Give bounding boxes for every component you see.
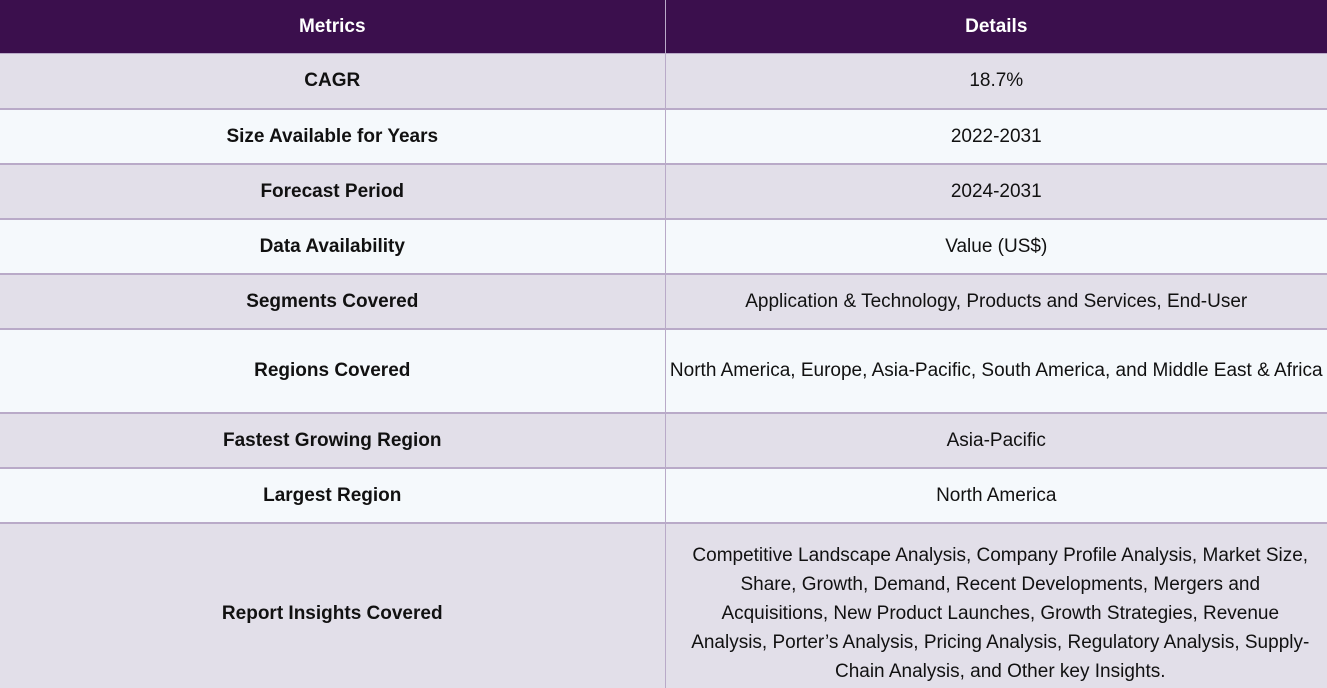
detail-cell: Asia-Pacific [664,412,1327,469]
metric-cell: Size Available for Years [0,108,665,165]
detail-cell: 2024-2031 [664,163,1327,220]
detail-cell: Application & Technology, Products and S… [664,273,1327,330]
metric-cell: Regions Covered [0,328,665,414]
metric-cell: Segments Covered [0,273,665,330]
detail-cell: North America, Europe, Asia-Pacific, Sou… [664,328,1327,414]
metric-cell: Forecast Period [0,163,665,220]
table-header: Metrics Details [0,0,1327,54]
header-details: Details [664,0,1327,54]
table-row: Data Availability Value (US$) [0,218,1327,275]
table-body: CAGR 18.7% Size Available for Years 2022… [0,53,1327,688]
detail-cell: Competitive Landscape Analysis, Company … [664,522,1327,688]
detail-cell: North America [664,467,1327,524]
table-row: Forecast Period 2024-2031 [0,163,1327,220]
table-row: Fastest Growing Region Asia-Pacific [0,412,1327,469]
detail-cell: 2022-2031 [664,108,1327,165]
header-metrics: Metrics [0,0,665,54]
table-row: CAGR 18.7% [0,53,1327,110]
table-row: Regions Covered North America, Europe, A… [0,328,1327,414]
table-row: Size Available for Years 2022-2031 [0,108,1327,165]
header-row: Metrics Details [0,0,1327,54]
metric-cell: Data Availability [0,218,665,275]
table-row: Report Insights Covered Competitive Land… [0,522,1327,688]
metric-cell: CAGR [0,53,665,110]
metric-cell: Largest Region [0,467,665,524]
metric-cell: Report Insights Covered [0,522,665,688]
detail-cell: Value (US$) [664,218,1327,275]
table-row: Largest Region North America [0,467,1327,524]
detail-cell: 18.7% [664,53,1327,110]
metric-cell: Fastest Growing Region [0,412,665,469]
table-row: Segments Covered Application & Technolog… [0,273,1327,330]
